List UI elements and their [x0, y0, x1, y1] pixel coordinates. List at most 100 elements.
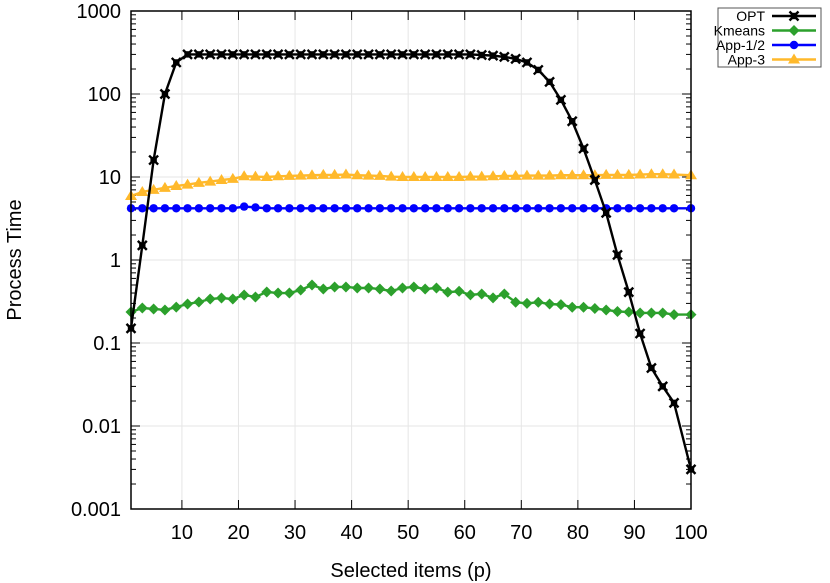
x-tick-label: 90 [623, 522, 645, 544]
legend-marker-icon-cross [788, 10, 800, 22]
data-point-marker [477, 204, 486, 213]
data-point-marker [249, 291, 261, 303]
data-point-marker [340, 281, 352, 293]
data-point-marker [272, 170, 285, 181]
data-point-marker [192, 176, 205, 187]
x-tick-label: 10 [171, 522, 193, 544]
data-point-marker [590, 204, 600, 213]
data-point-marker-cross [612, 249, 623, 261]
data-point-marker [138, 204, 147, 213]
data-point-marker [622, 168, 635, 179]
data-point-marker [251, 203, 260, 212]
data-point-marker [498, 288, 510, 300]
data-point-marker-cross [238, 49, 250, 60]
data-point-marker [488, 204, 498, 213]
data-point-marker [511, 204, 520, 213]
data-point-marker-cross [589, 174, 601, 186]
data-point-marker-cross [668, 397, 680, 409]
data-point-marker [204, 175, 217, 186]
data-point-marker-cross [510, 53, 521, 65]
data-point-marker [521, 297, 533, 309]
data-point-marker [260, 171, 273, 181]
data-point-marker-cross [555, 94, 567, 106]
data-point-marker-cross [566, 115, 578, 127]
data-point-marker [409, 204, 419, 213]
data-point-marker [510, 296, 522, 308]
legend-box [717, 7, 822, 68]
data-point-marker-cross [385, 49, 397, 60]
data-point-marker-cross [465, 49, 476, 60]
data-point-marker [341, 204, 351, 213]
data-point-marker-cross [250, 49, 261, 60]
data-point-marker [554, 169, 567, 180]
data-point-marker-cross [170, 57, 182, 68]
data-point-marker [306, 169, 319, 180]
legend-label: Kmeans [714, 23, 765, 39]
data-point-marker [532, 169, 545, 180]
data-point-marker [419, 283, 431, 295]
data-point-marker [566, 301, 578, 313]
data-point-marker [578, 301, 590, 313]
data-point-marker [364, 204, 373, 213]
data-point-marker [589, 303, 601, 315]
data-point-marker [623, 306, 635, 318]
data-point-marker-cross [216, 49, 227, 60]
data-point-marker-cross [634, 328, 646, 339]
data-point-marker-cross [442, 49, 454, 60]
data-point-marker [182, 298, 194, 310]
x-tick-label: 20 [227, 522, 249, 544]
data-point-marker [600, 304, 612, 316]
x-tick-label: 60 [454, 522, 476, 544]
legend-label: App-1/2 [716, 37, 765, 53]
data-point-marker-cross [193, 49, 205, 60]
data-point-marker [577, 169, 590, 180]
data-point-marker [407, 171, 420, 181]
data-point-marker [238, 289, 250, 301]
y-axis-title: Process Time [4, 199, 26, 320]
data-point-marker [657, 307, 669, 319]
x-axis-tick-labels: 10 20 30 40 50 60 70 80 90 100 [171, 522, 708, 544]
data-point-marker-cross [317, 49, 329, 60]
data-point-marker [158, 181, 171, 192]
series-line [129, 53, 693, 470]
data-point-marker [226, 172, 239, 183]
series-app-1-2 [126, 202, 696, 213]
data-point-marker [330, 204, 339, 213]
y-tick-label: 1000 [77, 1, 122, 23]
data-point-marker [579, 204, 588, 213]
data-point-marker [329, 281, 341, 293]
data-point-marker [307, 204, 317, 213]
data-point-marker [420, 204, 430, 213]
legend-label: OPT [736, 8, 765, 24]
data-point-marker-cross [306, 49, 318, 60]
y-tick-label: 0.001 [71, 499, 121, 521]
data-point-marker [430, 282, 442, 294]
data-point-marker-cross [646, 362, 657, 374]
data-point-marker-cross [498, 51, 510, 63]
x-tick-label: 50 [397, 522, 419, 544]
data-point-marker-cross [136, 240, 148, 251]
data-point-marker [464, 289, 476, 301]
data-point-marker [396, 171, 409, 181]
data-point-marker [296, 204, 305, 213]
series-opt [125, 49, 697, 475]
data-point-marker [441, 171, 454, 181]
data-point-marker-cross [204, 49, 216, 60]
data-point-marker-cross [227, 49, 239, 60]
data-point-marker [600, 168, 613, 179]
data-point-marker-cross [284, 49, 295, 60]
series-layer [125, 49, 697, 475]
data-point-marker [149, 204, 158, 213]
data-point-marker-cross [419, 49, 431, 60]
data-point-marker [285, 204, 294, 213]
grid-lines [131, 11, 691, 509]
data-point-marker [353, 204, 362, 213]
data-point-marker [181, 178, 194, 189]
data-point-marker [611, 168, 624, 179]
data-point-marker [634, 168, 647, 179]
plot-frame [130, 10, 692, 510]
data-point-marker [520, 169, 533, 180]
data-point-marker [216, 292, 228, 304]
data-point-marker [624, 204, 633, 213]
